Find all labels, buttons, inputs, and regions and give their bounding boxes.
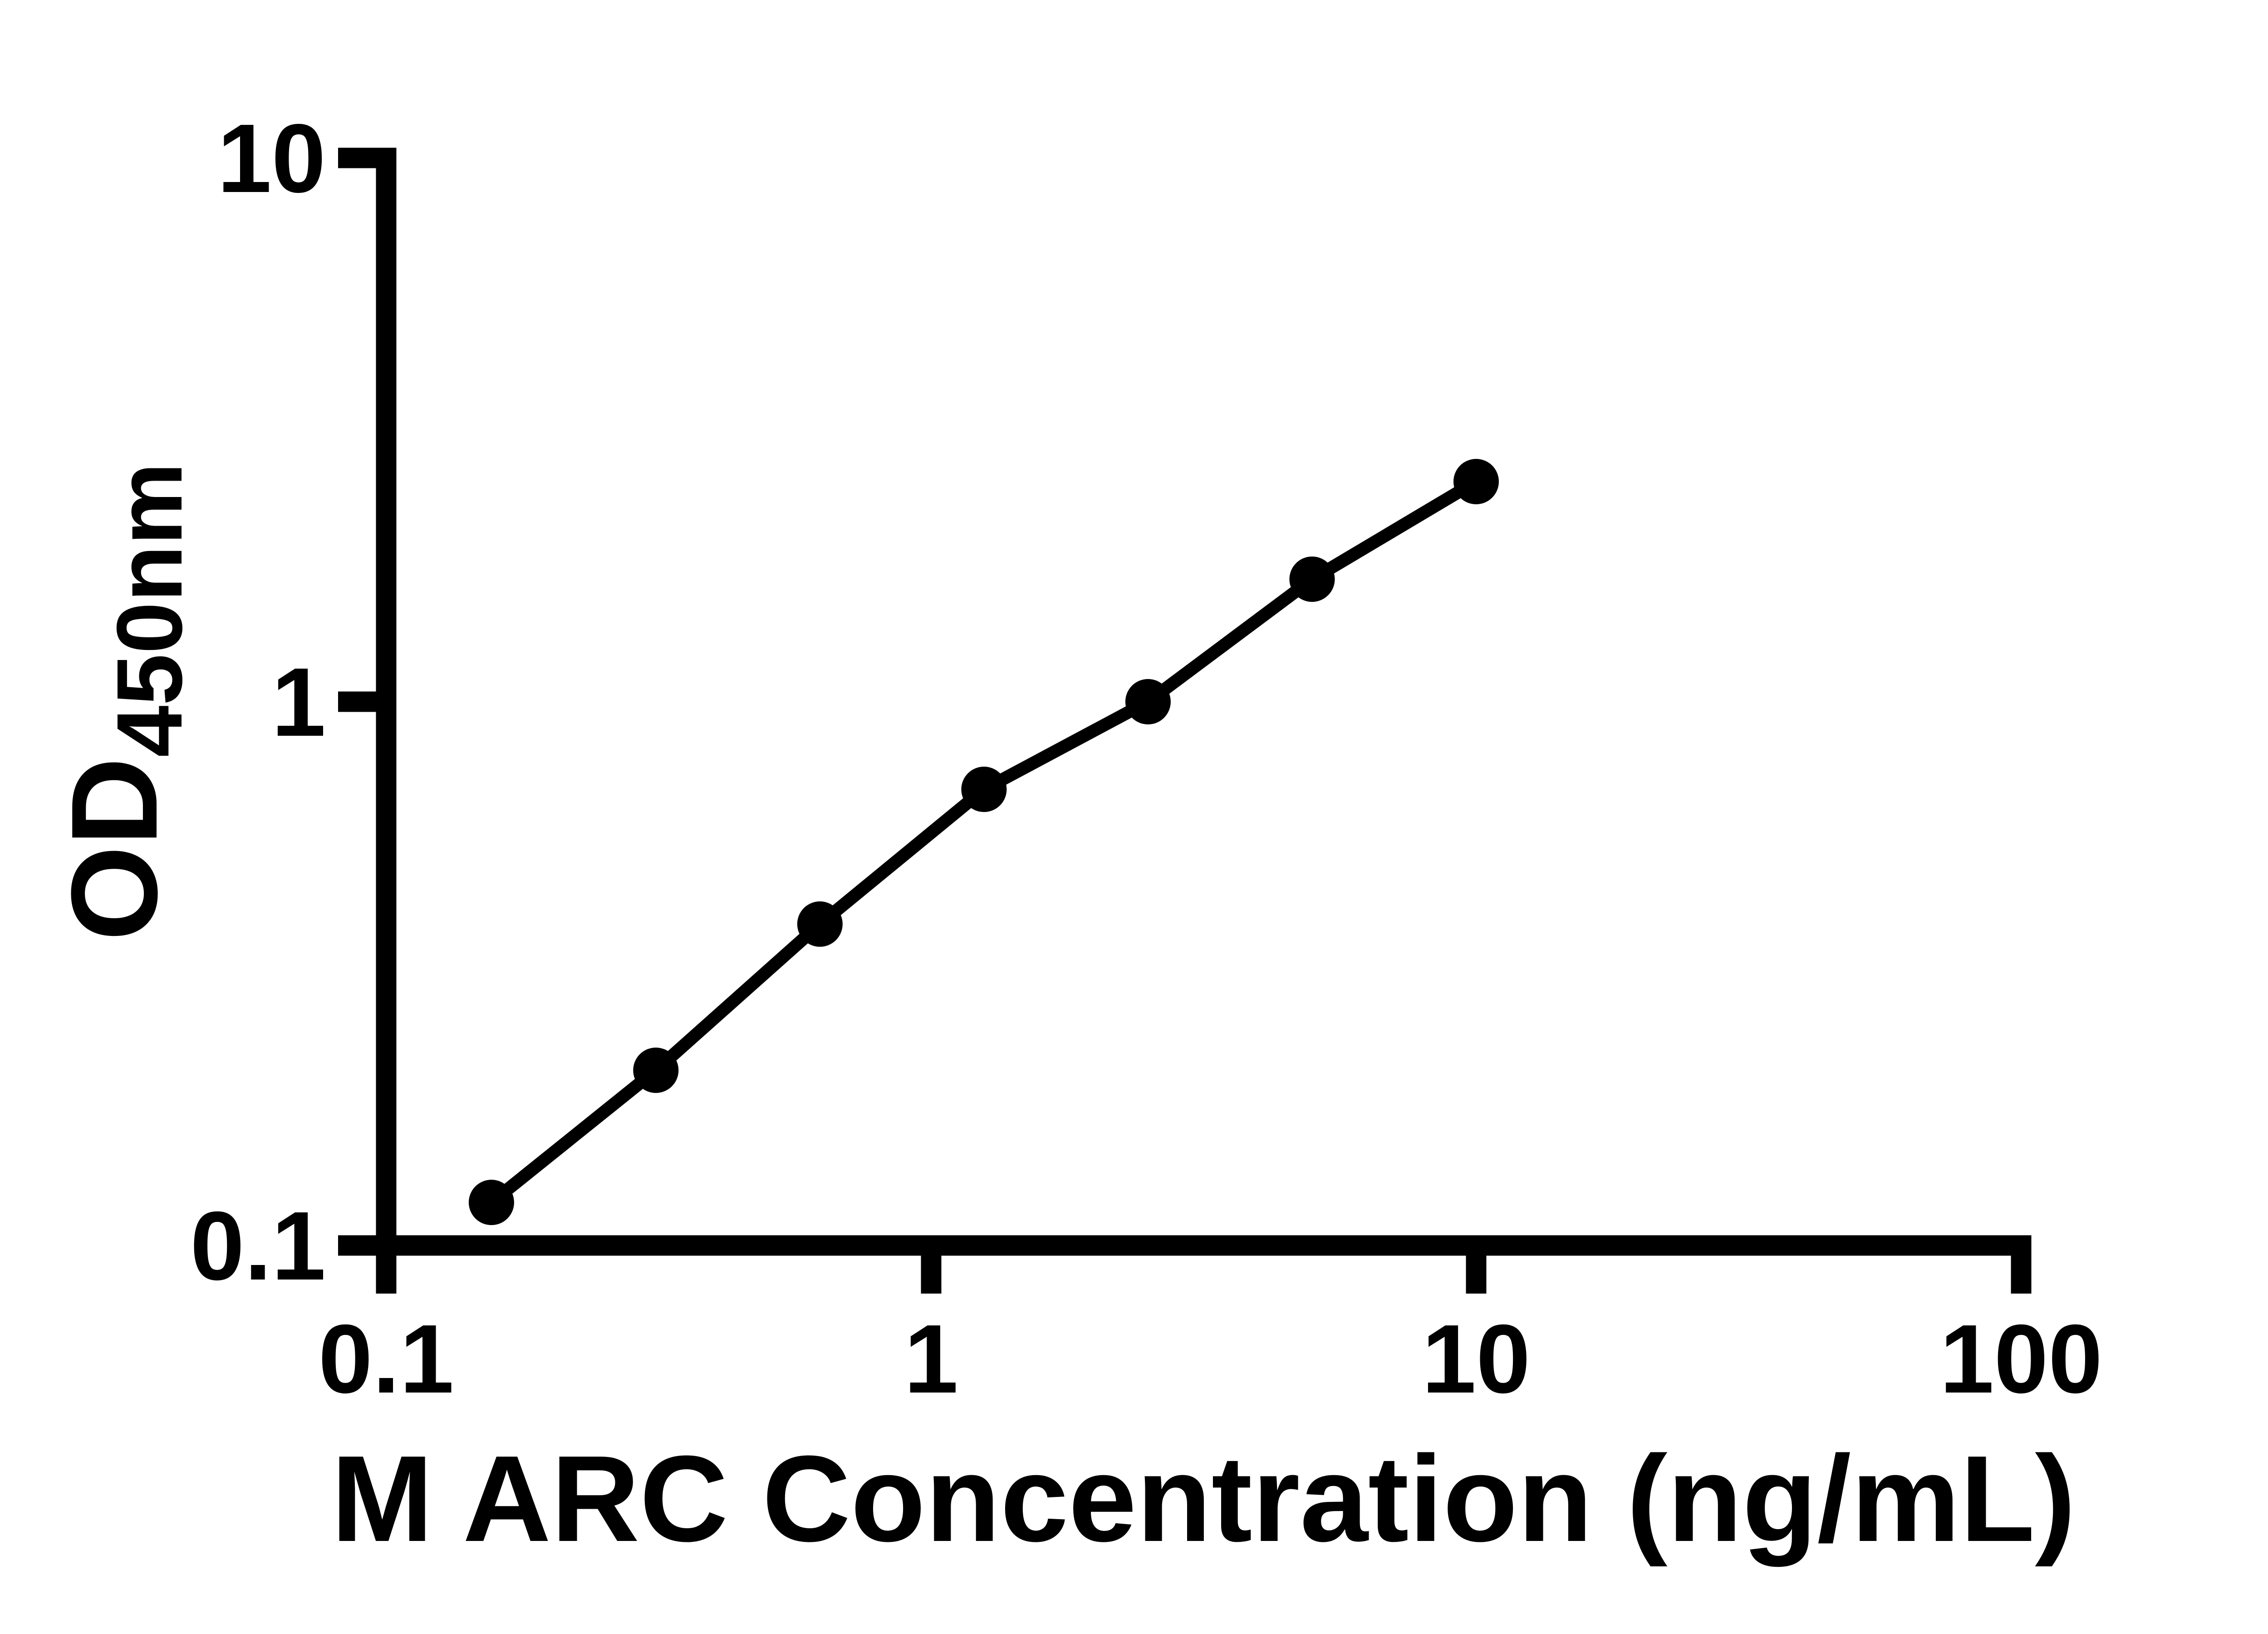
x-tick-label: 100	[1940, 1304, 2103, 1413]
x-tick-label: 10	[1422, 1304, 1530, 1413]
data-point	[797, 901, 843, 947]
data-series	[468, 459, 1499, 1226]
y-axis-title: OD450nm	[46, 463, 201, 941]
data-point	[1125, 679, 1171, 724]
data-point	[1453, 459, 1499, 505]
data-point	[468, 1180, 514, 1226]
y-axis-title-subscript: 450nm	[98, 463, 201, 758]
x-tick-label: 0.1	[319, 1304, 454, 1413]
data-point	[1289, 556, 1335, 602]
y-axis-title-main: OD	[46, 757, 183, 941]
data-point	[961, 767, 1007, 812]
x-tick-label: 1	[904, 1304, 958, 1413]
axes	[338, 148, 2032, 1294]
y-tick-label: 10	[217, 103, 326, 213]
data-point	[633, 1047, 679, 1093]
y-tick-label: 0.1	[190, 1191, 326, 1300]
tick-labels: 0.1 1 10 100 0.1 1 10	[190, 103, 2102, 1413]
y-tick-label: 1	[271, 647, 326, 757]
x-axis-title: M ARC Concentration (ng/mL)	[331, 1431, 2076, 1568]
